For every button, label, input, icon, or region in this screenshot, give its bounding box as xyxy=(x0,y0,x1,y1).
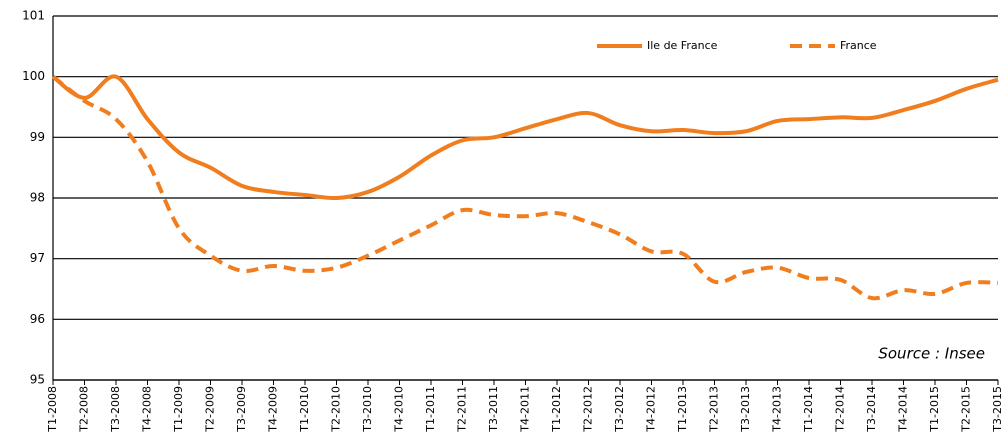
x-tick-label: T3-2008 xyxy=(109,386,122,433)
y-tick-label: 101 xyxy=(22,9,45,23)
x-tick-label: T2-2012 xyxy=(582,386,595,433)
x-tick-label: T1-2015 xyxy=(928,386,941,433)
x-tick-label: T3-2012 xyxy=(613,386,626,433)
x-tick-label: T1-2013 xyxy=(676,386,689,433)
x-tick-label: T2-2014 xyxy=(834,386,847,433)
line-series xyxy=(51,74,999,201)
y-tick-label: 97 xyxy=(30,251,45,265)
x-tick-label: T3-2010 xyxy=(361,386,374,433)
x-tick-label: T4-2013 xyxy=(771,386,784,433)
x-tick-label: T2-2008 xyxy=(78,386,91,433)
legend-label: Ile de France xyxy=(647,39,718,52)
x-tick-label: T4-2010 xyxy=(393,386,406,433)
y-tick-label: 99 xyxy=(30,130,45,144)
x-tick-label: T4-2008 xyxy=(141,386,154,433)
source-note: Source : Insee xyxy=(878,345,985,363)
x-tick-label: T2-2009 xyxy=(204,386,217,433)
x-tick-label: T3-2009 xyxy=(235,386,248,433)
x-tick-label: T1-2014 xyxy=(802,386,815,433)
x-tick-label: T1-2009 xyxy=(172,386,185,433)
x-tick-label: T3-2015 xyxy=(991,386,1004,433)
y-tick-label: 95 xyxy=(30,373,45,387)
x-tick-label: T2-2013 xyxy=(708,386,721,433)
x-tick-label: T4-2012 xyxy=(645,386,658,433)
line-series xyxy=(51,75,999,301)
x-tick-label: T3-2014 xyxy=(865,386,878,433)
x-tick-label: T4-2009 xyxy=(267,386,280,433)
x-tick-label: T2-2010 xyxy=(330,386,343,433)
y-tick-label: 100 xyxy=(22,69,45,83)
x-tick-label: T1-2010 xyxy=(298,386,311,433)
x-tick-label: T2-2015 xyxy=(960,386,973,433)
y-tick-label: 98 xyxy=(30,191,45,205)
x-tick-label: T3-2013 xyxy=(739,386,752,433)
x-tick-label: T2-2011 xyxy=(456,386,469,433)
x-tick-label: T4-2014 xyxy=(897,386,910,433)
x-tick-label: T1-2011 xyxy=(424,386,437,433)
x-tick-label: T3-2011 xyxy=(487,386,500,433)
x-tick-label: T1-2012 xyxy=(550,386,563,433)
x-tick-label: T4-2011 xyxy=(519,386,532,433)
legend-label: France xyxy=(840,39,877,52)
x-tick-label: T1-2008 xyxy=(46,386,59,433)
y-tick-label: 96 xyxy=(30,312,45,326)
